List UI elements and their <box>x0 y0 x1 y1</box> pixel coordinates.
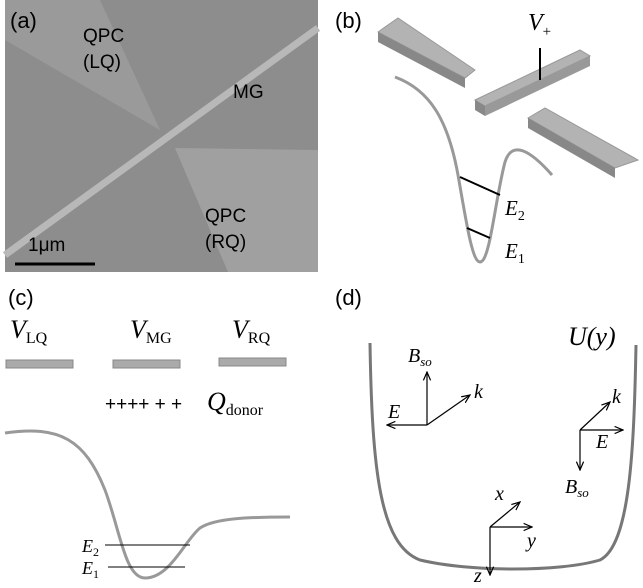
gate-label: MG <box>233 82 264 103</box>
gate-voltage: VLQ <box>10 315 48 347</box>
momentum-label: k <box>612 386 622 408</box>
field-label: E <box>387 401 400 423</box>
potential-curve <box>5 431 290 578</box>
level-label: E1 <box>504 239 525 267</box>
axis-label: y <box>525 530 536 552</box>
field-label: E <box>595 431 608 453</box>
panel-label: (c) <box>8 285 34 310</box>
level-label: E2 <box>504 196 525 224</box>
charges: ++++ + + <box>105 394 182 415</box>
panel-a: (a) QPC (LQ) MG QPC (RQ) 1μm <box>5 0 318 272</box>
potential-curve <box>370 343 636 569</box>
level-label: E1 <box>81 558 99 581</box>
potential-label: U(y) <box>568 322 616 351</box>
potential-curve <box>395 77 552 262</box>
momentum-label: k <box>474 381 484 403</box>
field-label: Bso <box>408 345 432 369</box>
axis-label: x <box>494 483 504 505</box>
panel-d: (d) U(y) Bso k E k E Bso x y z <box>335 285 636 587</box>
axis-label: z <box>473 565 482 587</box>
panel-label: (a) <box>10 8 37 33</box>
panel-b: (b) V+ E2 E1 <box>335 8 638 267</box>
donor-label: Qdonor <box>207 387 264 419</box>
panel-label: (d) <box>335 285 362 310</box>
gate-label: (LQ) <box>83 52 121 73</box>
scale-bar-label: 1μm <box>28 235 65 256</box>
gate-label: QPC <box>205 206 246 227</box>
gate-label: (RQ) <box>205 232 246 253</box>
panel-label: (b) <box>335 8 362 33</box>
gate-voltage: VMG <box>130 315 172 347</box>
gate-label: QPC <box>83 26 124 47</box>
panel-c: (c) VLQ VMG VRQ ++++ + + Qdonor E2 E1 <box>5 285 290 581</box>
voltage-label: V+ <box>528 10 551 40</box>
field-label: Bso <box>565 476 589 500</box>
level-label: E2 <box>81 536 99 559</box>
gate-voltage: VRQ <box>232 315 271 347</box>
figure: (a) QPC (LQ) MG QPC (RQ) 1μm (b) V+ E2 E… <box>0 0 643 588</box>
